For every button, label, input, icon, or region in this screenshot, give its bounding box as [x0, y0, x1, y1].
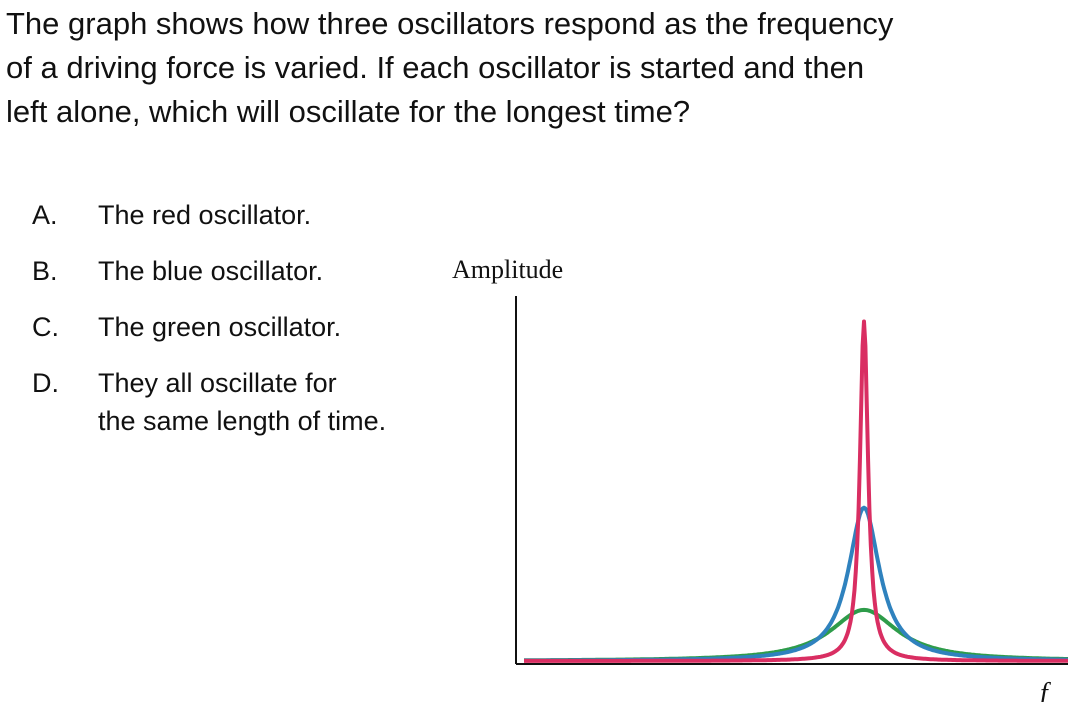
blue-curve [523, 505, 1068, 663]
option-b-letter: B. [32, 256, 58, 286]
option-c-text: The green oscillator. [98, 312, 342, 342]
option-d-text-line-2: the same length of time. [98, 406, 387, 436]
response-curves [523, 319, 1068, 663]
option-a-text: The red oscillator. [98, 200, 312, 230]
y-axis-label: Amplitude [452, 255, 563, 284]
x-axis-label: f [1040, 678, 1051, 702]
option-c-letter: C. [32, 312, 59, 342]
green-curve [523, 607, 1068, 663]
question-line-2: of a driving force is varied. If each os… [6, 50, 865, 85]
option-d-text: They all oscillate for the same length o… [98, 364, 478, 440]
red-curve [523, 319, 1068, 663]
option-d-letter: D. [32, 368, 59, 398]
question-line-3: left alone, which will oscillate for the… [6, 94, 691, 129]
option-a-letter: A. [32, 200, 58, 230]
question-text: The graph shows how three oscillators re… [6, 2, 1061, 134]
question-line-1: The graph shows how three oscillators re… [6, 6, 894, 41]
option-d-text-line-1: They all oscillate for [98, 368, 337, 398]
option-b-text: The blue oscillator. [98, 256, 324, 286]
